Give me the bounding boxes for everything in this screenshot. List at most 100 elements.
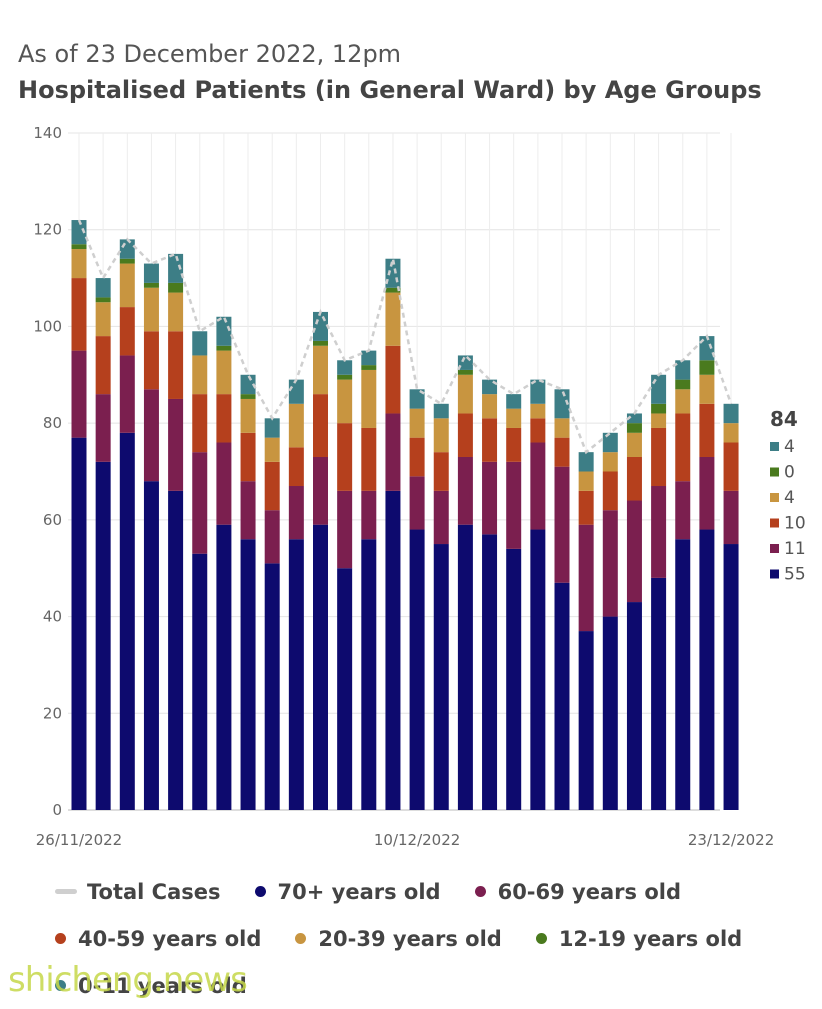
bar-segment xyxy=(626,423,642,433)
bar-segment xyxy=(216,350,232,395)
y-tick-label: 120 xyxy=(33,221,62,239)
bar-segment xyxy=(71,437,87,810)
bar-segment xyxy=(675,360,691,380)
bar-segment xyxy=(385,413,401,491)
bar-segment xyxy=(433,418,449,453)
chart-title: Hospitalised Patients (in General Ward) … xyxy=(18,76,762,104)
bar-segment xyxy=(95,394,111,462)
bar-segment xyxy=(71,249,87,279)
bar-segment xyxy=(409,529,425,810)
latest-value-label: 4 xyxy=(784,488,795,508)
bar-segment xyxy=(675,379,691,390)
total-cases-line xyxy=(77,219,733,455)
legend-item: 0-11 years old xyxy=(55,974,247,998)
latest-value-label: 11 xyxy=(784,539,806,559)
bar-segment xyxy=(699,336,715,361)
bar-segment xyxy=(168,490,184,810)
bar-segment xyxy=(95,297,111,303)
bar-segment xyxy=(240,394,256,399)
bar-segment xyxy=(433,490,449,545)
bar-segment xyxy=(192,452,208,554)
bar-segment xyxy=(361,427,377,491)
bar-segment xyxy=(675,481,691,540)
bar-segment xyxy=(699,456,715,530)
bar-segment xyxy=(288,486,304,540)
bar-segment xyxy=(216,524,232,810)
bar-segment xyxy=(313,311,328,341)
bar-segment xyxy=(337,360,353,375)
latest-total-label: 84 xyxy=(770,407,798,431)
latest-value-label: 10 xyxy=(784,514,806,534)
bar-segment xyxy=(71,350,87,438)
bar-segment xyxy=(626,413,642,424)
bar-segment xyxy=(337,374,353,380)
legend-label: Total Cases xyxy=(87,879,221,904)
bar-segment xyxy=(530,442,546,530)
legend-label: 60-69 years old xyxy=(497,879,681,904)
legend-dot-swatch xyxy=(55,980,66,991)
legend-item: 20-39 years old xyxy=(295,927,502,951)
bar-segment xyxy=(554,466,570,583)
bar-segment xyxy=(361,350,377,366)
bar-segment xyxy=(506,427,522,462)
bar-segment xyxy=(192,355,208,395)
legend-label: 0-11 years old xyxy=(78,973,247,998)
bar-segment xyxy=(409,437,425,477)
bar-segment xyxy=(95,461,111,810)
bar-segment xyxy=(723,403,739,424)
bar-segment xyxy=(578,452,594,472)
x-tick-label: 26/11/2022 xyxy=(36,831,122,849)
bar-segment xyxy=(651,413,667,428)
legend-item: 70+ years old xyxy=(254,880,441,904)
bar-segment xyxy=(119,355,135,433)
bar-segment xyxy=(482,461,498,535)
legend-dot-swatch xyxy=(254,886,266,897)
chart-legend: Total Cases 70+ years old 60-69 years old … xyxy=(55,868,815,1009)
legend-item: 60-69 years old xyxy=(474,879,681,904)
bar-segment xyxy=(554,418,570,438)
bar-segment xyxy=(168,253,184,283)
bar-segment xyxy=(264,418,280,438)
bar-segment xyxy=(337,379,353,424)
bar-segment xyxy=(143,481,159,810)
legend-dot-swatch xyxy=(535,933,547,944)
bar-segment xyxy=(651,403,667,414)
legend-dot-swatch xyxy=(295,933,307,944)
bar-segment xyxy=(626,602,642,810)
bar-segment xyxy=(554,437,570,467)
bar-segment xyxy=(482,394,498,419)
bar-segment xyxy=(71,220,87,245)
bar-segment xyxy=(651,427,667,487)
y-tick-label: 0 xyxy=(52,801,62,819)
bar-segment xyxy=(675,389,691,414)
bar-segment xyxy=(119,432,135,810)
bar-segment xyxy=(626,432,642,457)
latest-value-label: 4 xyxy=(784,437,795,457)
legend-label: 40-59 years old xyxy=(78,926,262,951)
bar-segment xyxy=(119,307,135,356)
bar-segment xyxy=(409,389,425,409)
bar-segment xyxy=(71,278,87,351)
bar-segment xyxy=(361,365,377,370)
bar-segment xyxy=(119,258,135,264)
bar-segment xyxy=(192,553,208,810)
legend-dot-swatch xyxy=(55,933,66,944)
bar-segment xyxy=(385,292,401,346)
bar-segment xyxy=(554,389,570,419)
bar-segment xyxy=(264,510,280,564)
bar-segment xyxy=(168,282,184,293)
bar-segment xyxy=(337,423,353,491)
bar-segment xyxy=(240,539,256,810)
legend-item: 12-19 years old xyxy=(535,927,742,951)
bar-segment xyxy=(361,490,377,540)
latest-value-label: 0 xyxy=(784,463,795,483)
bar-segment xyxy=(240,398,256,433)
bar-segment xyxy=(699,529,715,810)
bar-segment xyxy=(168,398,184,491)
bar-segment xyxy=(385,345,401,414)
bar-segment xyxy=(723,423,739,443)
bar-segment xyxy=(626,500,642,603)
latest-values-panel: 84 4 0 4 10 11 55 xyxy=(770,407,806,585)
bar-segment xyxy=(385,287,401,293)
bar-segment xyxy=(288,403,304,448)
